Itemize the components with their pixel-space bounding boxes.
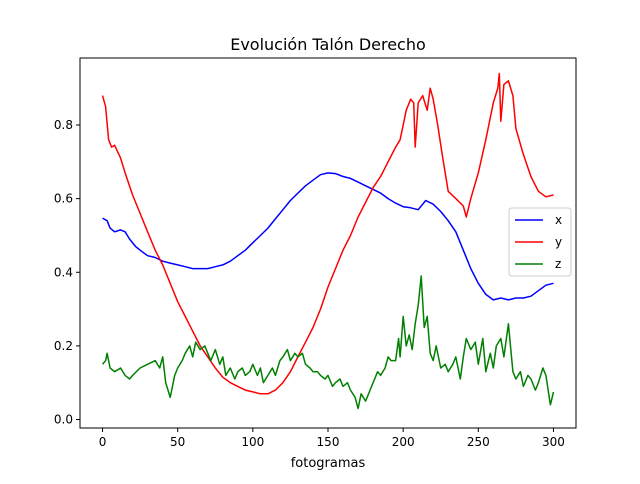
legend-label-y: y <box>555 235 562 249</box>
series-line-z <box>101 275 555 410</box>
plot-frame <box>79 57 577 429</box>
x-tick-label: 150 <box>317 435 340 449</box>
series-lines <box>101 72 555 410</box>
x-axis-label: fotogramas <box>291 456 366 471</box>
legend: xyz <box>508 207 572 277</box>
series-line-x <box>102 172 554 301</box>
y-tick-label: 0.6 <box>54 192 73 206</box>
x-tick-label: 100 <box>241 435 264 449</box>
axis-ticks: 0 50 100 150 200 250 300 0.0 0.2 0.4 0.6 0.8 <box>54 118 565 449</box>
y-tick-label: 0.8 <box>54 118 73 132</box>
x-tick-label: 300 <box>542 435 565 449</box>
x-tick-label: 200 <box>392 435 415 449</box>
x-tick-label: 50 <box>170 435 185 449</box>
x-tick-label: 250 <box>467 435 490 449</box>
legend-label-z: z <box>555 257 561 271</box>
series-line-y <box>101 72 554 395</box>
y-tick-label: 0.4 <box>54 265 73 279</box>
x-tick-label: 0 <box>99 435 107 449</box>
y-tick-label: 0.2 <box>54 339 73 353</box>
chart-title: Evolución Talón Derecho <box>230 35 426 54</box>
y-tick-label: 0.0 <box>54 413 73 427</box>
legend-label-x: x <box>555 213 562 227</box>
